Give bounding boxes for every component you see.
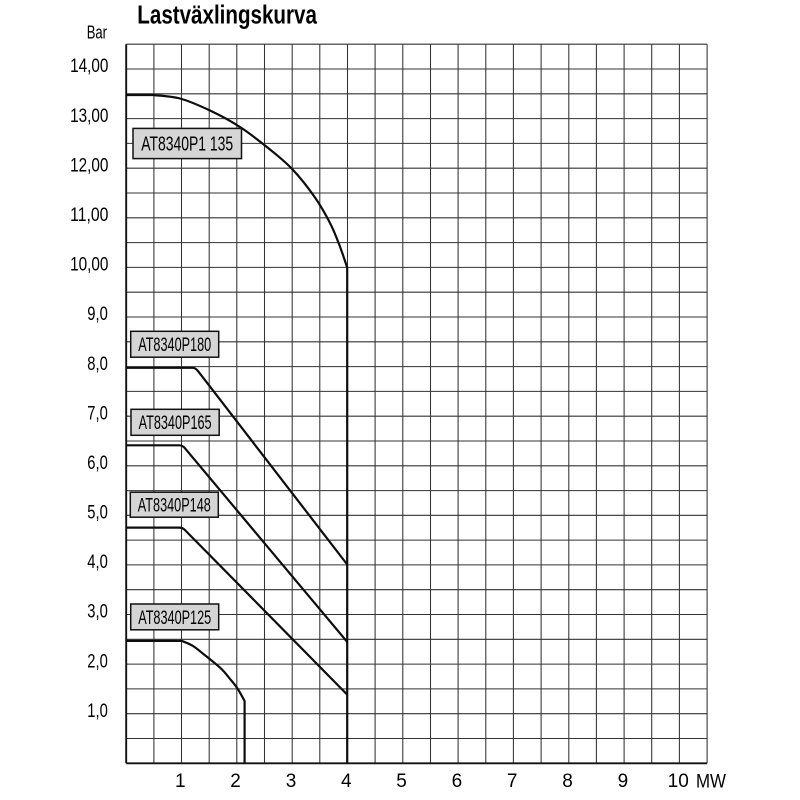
svg-text:Bar: Bar [87,22,107,43]
svg-text:AT8340P148: AT8340P148 [138,495,211,517]
svg-text:4: 4 [341,771,352,792]
svg-text:8,0: 8,0 [87,354,108,375]
svg-text:3,0: 3,0 [87,602,108,623]
svg-text:AT8340P1 135: AT8340P1 135 [141,132,233,155]
svg-text:6,0: 6,0 [87,453,108,474]
svg-text:10,00: 10,00 [70,255,108,276]
svg-text:10: 10 [668,771,689,792]
svg-text:5: 5 [396,771,407,792]
svg-text:8: 8 [562,771,573,792]
svg-text:9: 9 [618,771,629,792]
svg-text:2: 2 [230,771,241,792]
svg-text:1: 1 [175,771,186,792]
svg-text:Lastväxlingskurva: Lastväxlingskurva [137,0,317,30]
svg-text:7: 7 [507,771,518,792]
svg-text:12,00: 12,00 [70,155,108,176]
svg-text:1,0: 1,0 [87,701,108,722]
svg-text:5,0: 5,0 [87,503,108,524]
svg-text:11,00: 11,00 [70,205,108,226]
svg-text:14,00: 14,00 [70,56,108,77]
svg-text:AT8340P125: AT8340P125 [138,607,211,629]
svg-text:AT8340P165: AT8340P165 [139,412,212,434]
svg-text:2,0: 2,0 [87,651,108,672]
svg-text:6: 6 [452,771,463,792]
svg-text:9,0: 9,0 [87,304,108,325]
svg-text:13,00: 13,00 [70,106,108,127]
svg-text:3: 3 [286,771,297,792]
svg-text:4,0: 4,0 [87,552,108,573]
svg-text:MW: MW [696,772,726,793]
svg-text:7,0: 7,0 [87,403,108,424]
svg-text:AT8340P180: AT8340P180 [138,334,211,356]
